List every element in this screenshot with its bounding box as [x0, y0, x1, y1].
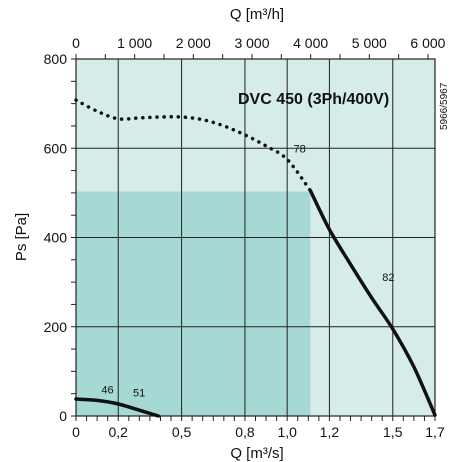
y-tick-label: 400: [44, 230, 68, 246]
model-code: 5966/5967: [439, 82, 450, 130]
curve-annotation: 51: [133, 387, 145, 399]
x2-tick-label: 0: [72, 35, 80, 51]
y-axis-title: Ps [Pa]: [13, 213, 30, 261]
x2-axis-title: Q [m³/h]: [230, 6, 284, 23]
x2-tick-label: 4 000: [293, 35, 328, 51]
x2-tick-label: 3 000: [234, 35, 269, 51]
x2-tick-label: 1 000: [117, 35, 152, 51]
x2-tick-label: 5 000: [352, 35, 387, 51]
y-tick-label: 200: [44, 319, 68, 335]
x-tick-label: 1,0: [277, 424, 297, 440]
y-tick-label: 600: [44, 140, 68, 156]
x-tick-label: 0,2: [109, 424, 129, 440]
x-tick-label: 1,7: [425, 424, 445, 440]
x2-tick-label: 6 000: [410, 35, 445, 51]
operating-area: [76, 192, 310, 416]
x-tick-label: 0: [72, 424, 80, 440]
x-tick-label: 1,5: [383, 424, 403, 440]
x2-tick-label: 2 000: [176, 35, 211, 51]
y-tick-label: 800: [44, 51, 68, 67]
curve-annotation: 46: [101, 385, 113, 397]
x-axis-title: Q [m³/s]: [230, 445, 283, 462]
curve-annotation: 78: [294, 144, 306, 156]
x-tick-label: 1,2: [320, 424, 340, 440]
x-tick-label: 0,5: [172, 424, 192, 440]
chart-title: DVC 450 (3Ph/400V): [238, 91, 389, 108]
x-tick-label: 0,8: [235, 424, 255, 440]
y-tick-label: 0: [59, 408, 67, 424]
curve-annotation: 82: [382, 272, 394, 284]
